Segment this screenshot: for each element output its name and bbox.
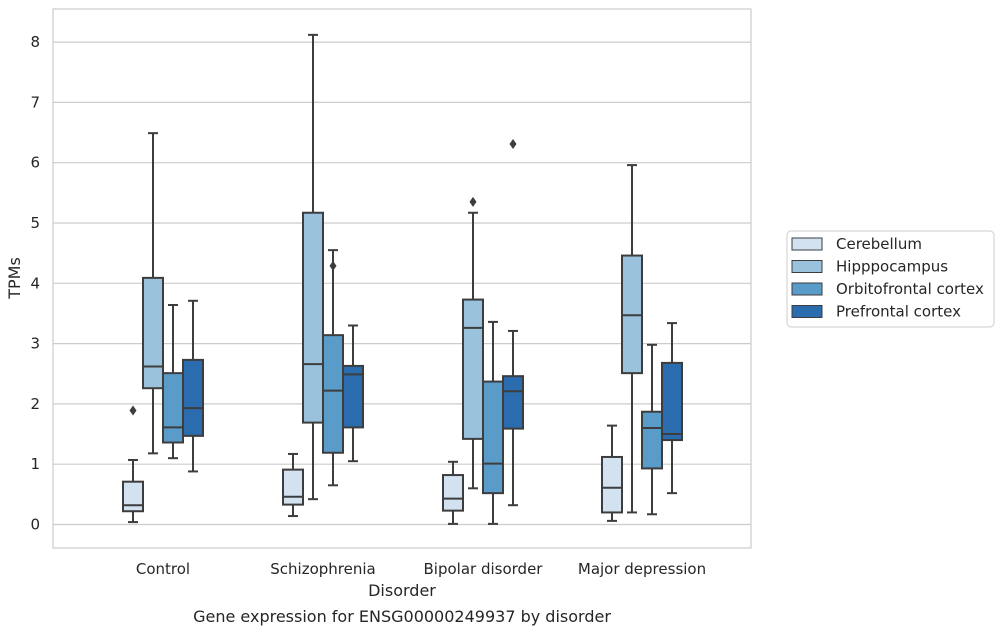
iqr-box — [302, 211, 324, 424]
iqr-box — [641, 410, 663, 470]
iqr-box — [162, 372, 184, 444]
legend-label: Cerebellum — [836, 235, 922, 253]
outlier-marker — [329, 260, 337, 271]
plot-frame — [52, 8, 752, 549]
legend-swatch — [791, 237, 823, 251]
y-axis-title: TPMs — [5, 257, 24, 300]
legend-swatch — [791, 282, 823, 296]
iqr-box — [661, 361, 683, 442]
box-3-2 — [502, 139, 524, 507]
iqr-box — [142, 276, 164, 390]
box-0-0 — [122, 405, 144, 524]
legend: Cerebellum Hipppocampus Orbitofrontal cort… — [786, 230, 995, 328]
box-0-1 — [282, 452, 304, 518]
box-3-0 — [182, 299, 204, 473]
legend-swatch — [791, 305, 823, 318]
y-tick-labels: 0 1 2 3 4 5 6 7 8 — [30, 33, 40, 533]
y-tick-label: 1 — [30, 455, 40, 473]
iqr-box — [482, 380, 504, 495]
box-1-2 — [462, 196, 484, 490]
box-1-1 — [302, 33, 324, 501]
box-3-1 — [342, 324, 364, 463]
iqr-box — [282, 468, 304, 506]
x-tick-label: Bipolar disorder — [424, 560, 544, 578]
legend-label: Hipppocampus — [836, 258, 948, 276]
box-2-1 — [322, 249, 344, 487]
y-tick-label: 4 — [30, 274, 40, 292]
x-tick-label: Schizophrenia — [270, 560, 375, 578]
y-tick-label: 7 — [30, 93, 40, 111]
x-tick-labels: Control Schizophrenia Bipolar disorder Majo… — [136, 560, 706, 578]
box-3-3 — [661, 322, 683, 495]
outlier-marker — [509, 139, 517, 150]
iqr-box — [442, 474, 464, 512]
y-tick-label: 2 — [30, 395, 40, 413]
iqr-box — [342, 364, 364, 429]
box-2-3 — [641, 343, 663, 516]
outlier-marker — [469, 196, 477, 207]
iqr-box — [462, 298, 484, 440]
y-tick-label: 5 — [30, 214, 40, 232]
box-0-2 — [442, 460, 464, 525]
x-tick-label: Major depression — [578, 560, 706, 578]
box-1-0 — [142, 132, 164, 455]
legend-frame — [786, 230, 995, 328]
y-tick-label: 8 — [30, 33, 40, 51]
x-tick-label: Control — [136, 560, 190, 578]
iqr-box — [601, 455, 623, 514]
y-tick-label: 0 — [30, 516, 40, 534]
box-2-2 — [482, 320, 504, 525]
legend-label: Prefrontal cortex — [836, 303, 961, 321]
y-tick-label: 6 — [30, 154, 40, 172]
legend-swatch — [791, 260, 823, 273]
box-2-0 — [162, 304, 184, 460]
box-1-3 — [621, 164, 643, 514]
iqr-box — [502, 375, 524, 430]
iqr-box — [182, 358, 204, 437]
iqr-box — [122, 480, 144, 513]
legend-label: Orbitofrontal cortex — [836, 280, 984, 298]
iqr-box — [322, 334, 344, 454]
y-tick-label: 3 — [30, 335, 40, 353]
figure-caption: Gene expression for ENSG00000249937 by d… — [193, 607, 611, 626]
x-axis-title: Disorder — [368, 581, 436, 600]
box-groups — [122, 33, 683, 525]
outlier-marker — [129, 405, 137, 416]
box-0-3 — [601, 424, 623, 522]
